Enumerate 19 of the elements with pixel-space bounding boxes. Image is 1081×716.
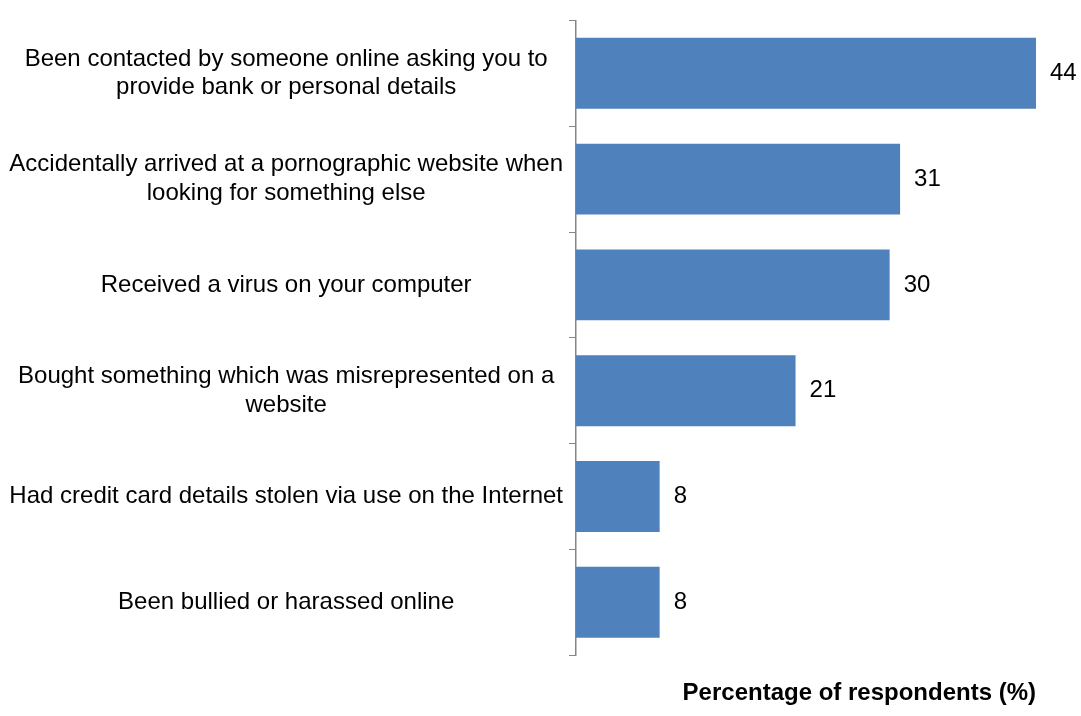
- y-tick-label: Bought something which was misrepresented on a website: [18, 360, 555, 417]
- data-label: 44: [1050, 57, 1077, 85]
- bar: [576, 355, 796, 427]
- y-tick-label: Been contacted by someone online asking you to provide bank or personal details: [24, 43, 548, 100]
- data-label: 21: [809, 375, 837, 403]
- y-tick-label: Received a virus on your computer: [100, 269, 472, 297]
- bar: [576, 461, 660, 532]
- data-label: 8: [673, 481, 687, 509]
- y-tick-label: Accidentally arrived at a pornographic website when looking for something else: [9, 149, 563, 206]
- y-tick-label: Been bullied or harassed online: [118, 586, 455, 614]
- x-axis-title: Percentage of respondents (%): [682, 678, 1036, 706]
- bar: [576, 566, 660, 638]
- data-label: 30: [903, 269, 931, 297]
- bar: [576, 249, 890, 321]
- data-label: 31: [914, 163, 941, 191]
- y-tick-label: Had credit card details stolen via use on the Internet: [9, 481, 564, 509]
- bar: [576, 37, 1036, 109]
- data-label: 8: [673, 586, 687, 614]
- bar: [576, 143, 901, 215]
